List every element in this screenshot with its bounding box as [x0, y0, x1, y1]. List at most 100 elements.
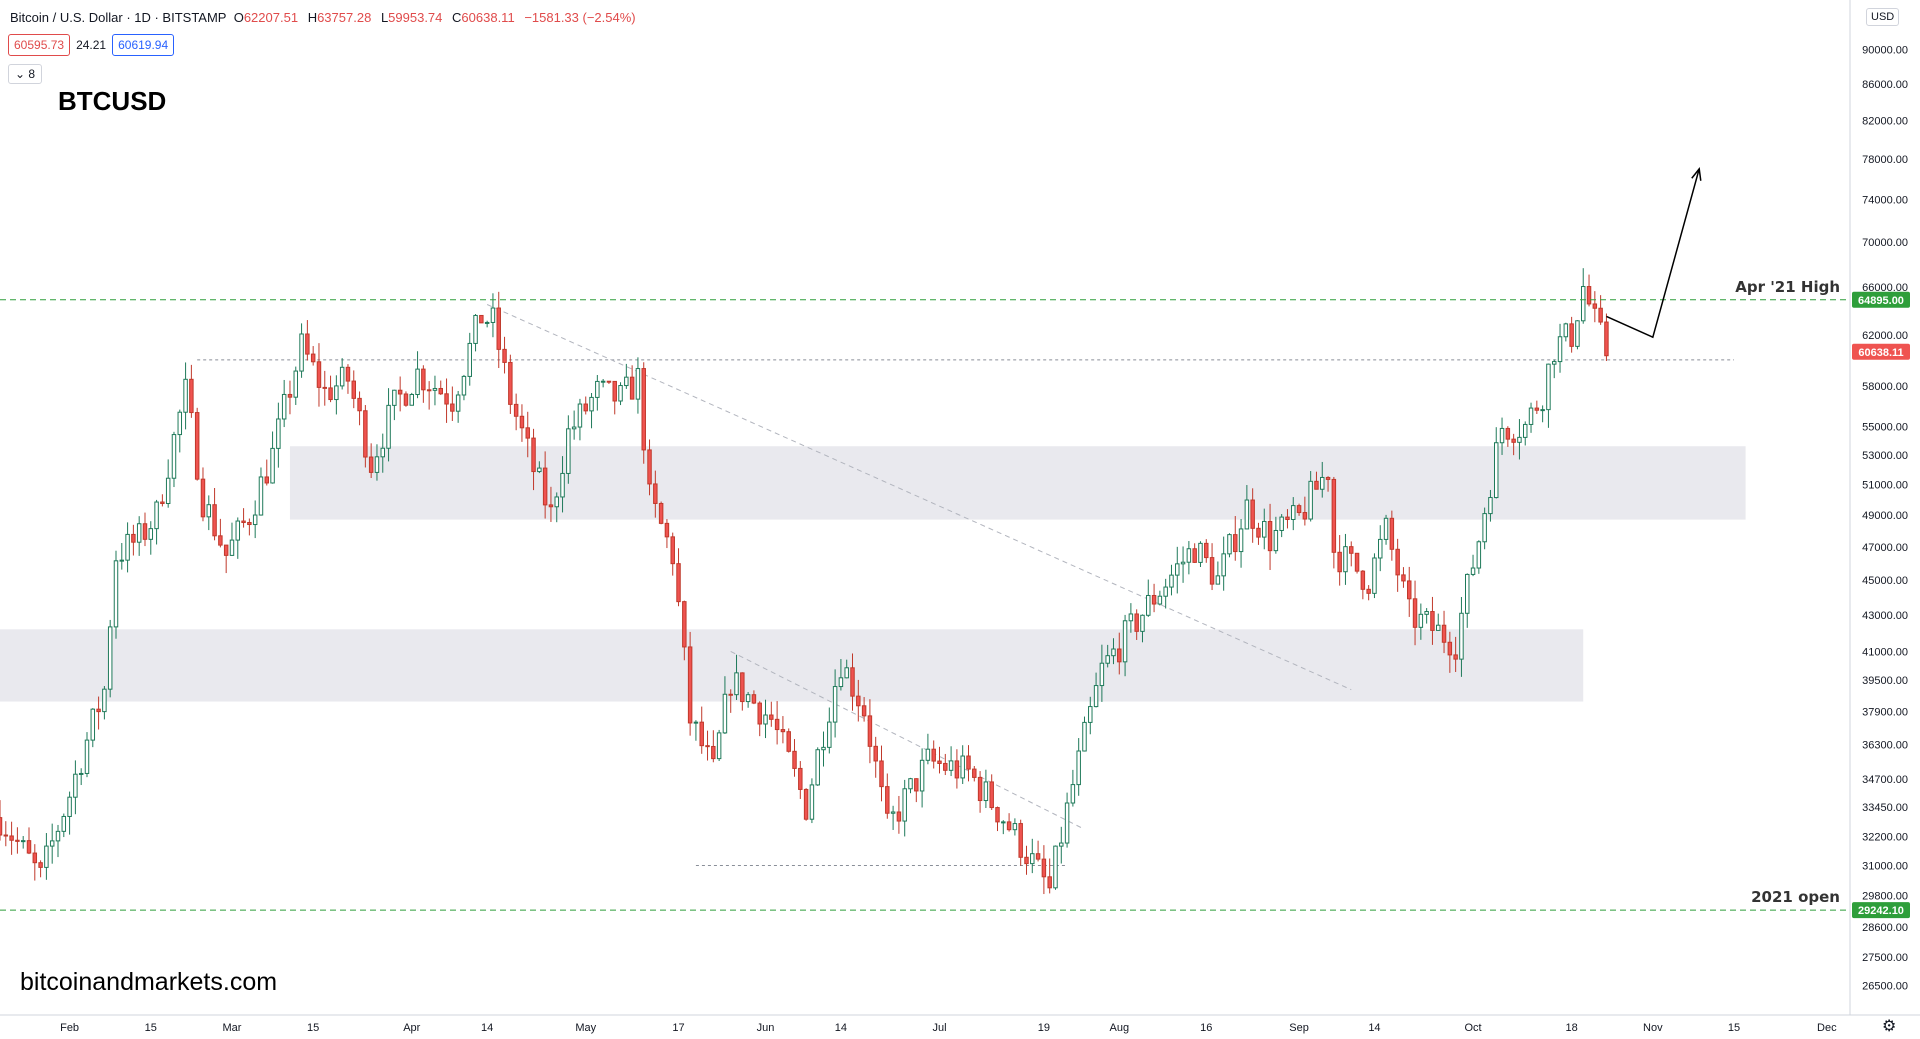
candle — [467, 332, 472, 386]
candle-body — [1598, 307, 1603, 323]
price-tick-label: 49000.00 — [1862, 510, 1908, 522]
candle-body — [1569, 323, 1574, 347]
candle-body — [827, 721, 832, 748]
candle — [206, 495, 212, 531]
candle-body — [896, 811, 902, 822]
candle-body — [658, 502, 664, 524]
candle — [334, 375, 339, 415]
candle — [1366, 585, 1371, 601]
candles — [0, 268, 1609, 895]
candle-body — [252, 514, 258, 526]
candle-body — [890, 811, 896, 814]
candle — [1447, 631, 1453, 673]
candle-body — [1592, 303, 1598, 309]
price-tick-label: 70000.00 — [1862, 237, 1908, 249]
candle-body — [432, 387, 438, 391]
candle — [357, 391, 362, 426]
candle — [1482, 507, 1487, 550]
candle — [218, 518, 223, 548]
candle — [1111, 638, 1116, 665]
candle — [374, 444, 380, 481]
candle-body — [571, 426, 577, 430]
candle — [1499, 417, 1505, 455]
candle-body — [798, 767, 803, 790]
buy-price-button[interactable]: 60619.94 — [112, 34, 175, 56]
price-tick-label: 47000.00 — [1862, 542, 1908, 554]
time-tick-label: 17 — [672, 1022, 684, 1034]
candle-body — [1146, 594, 1151, 616]
time-tick-label: Mar — [222, 1022, 241, 1034]
candle — [142, 512, 148, 547]
candle — [160, 494, 165, 507]
instrument-title: Bitcoin / U.S. Dollar · 1D · BITSTAMP — [10, 10, 227, 25]
candle-body — [461, 375, 467, 396]
candle-body — [1482, 513, 1487, 543]
indicators-toggle[interactable]: ⌄ 8 — [8, 64, 43, 84]
candle-body — [1372, 557, 1377, 594]
candle-body — [438, 387, 443, 395]
candle-body — [508, 361, 513, 405]
candle — [1285, 509, 1290, 529]
candle-body — [850, 667, 855, 697]
candle — [1534, 400, 1540, 415]
candle-body — [740, 672, 745, 703]
candle — [438, 380, 443, 395]
candle — [131, 524, 136, 556]
candle — [1395, 538, 1400, 592]
candle — [421, 365, 426, 403]
candle-body — [972, 768, 977, 778]
candle-body — [113, 560, 119, 628]
candle — [595, 374, 600, 411]
candle — [537, 461, 542, 474]
candle-body — [490, 307, 496, 323]
candle — [925, 733, 931, 765]
candle-body — [693, 721, 699, 724]
candle-body — [32, 852, 38, 864]
candle — [647, 439, 652, 496]
candle-body — [1517, 436, 1522, 443]
candle-body — [1534, 407, 1540, 411]
candle-body — [1105, 655, 1110, 664]
candle — [624, 363, 629, 389]
candle-body — [397, 389, 403, 395]
price-tick-label: 41000.00 — [1862, 646, 1908, 658]
currency-selector[interactable]: USD — [1866, 8, 1900, 26]
candle — [589, 392, 594, 429]
candle-body — [1267, 520, 1273, 552]
candle — [1337, 535, 1342, 586]
time-tick-label: 19 — [1038, 1022, 1050, 1034]
candle-body — [67, 796, 72, 817]
candle-body — [351, 380, 357, 399]
level-price-badge — [1852, 902, 1910, 919]
candle-body — [189, 378, 194, 414]
candle-body — [55, 830, 61, 842]
candle-body — [1134, 613, 1139, 632]
candle — [1418, 603, 1424, 640]
candle-body — [722, 693, 728, 734]
candle — [102, 686, 107, 720]
level-price-label: 64895.00 — [1858, 295, 1904, 307]
candle-body — [647, 449, 652, 485]
trend-line — [730, 650, 1085, 830]
candle — [658, 501, 664, 525]
candle — [1476, 540, 1482, 574]
candle-body — [542, 467, 548, 506]
price-tick-label: 34700.00 — [1862, 774, 1908, 786]
candle-body — [635, 368, 641, 400]
candle — [119, 543, 125, 570]
candle-body — [276, 418, 281, 449]
price-tick-label: 28600.00 — [1862, 922, 1908, 934]
candle-body — [421, 368, 426, 391]
candle-body — [1447, 641, 1453, 656]
candle-body — [119, 559, 125, 562]
sell-price-button[interactable]: 60595.73 — [8, 34, 71, 56]
gear-icon[interactable]: ⚙ — [1882, 1018, 1897, 1035]
candle-body — [1151, 594, 1157, 605]
candle — [960, 745, 965, 785]
indicators-count: 8 — [28, 67, 36, 81]
candle-body — [1360, 570, 1366, 590]
candle-body — [838, 677, 844, 688]
candle — [1024, 845, 1029, 875]
candle-body — [577, 403, 583, 428]
